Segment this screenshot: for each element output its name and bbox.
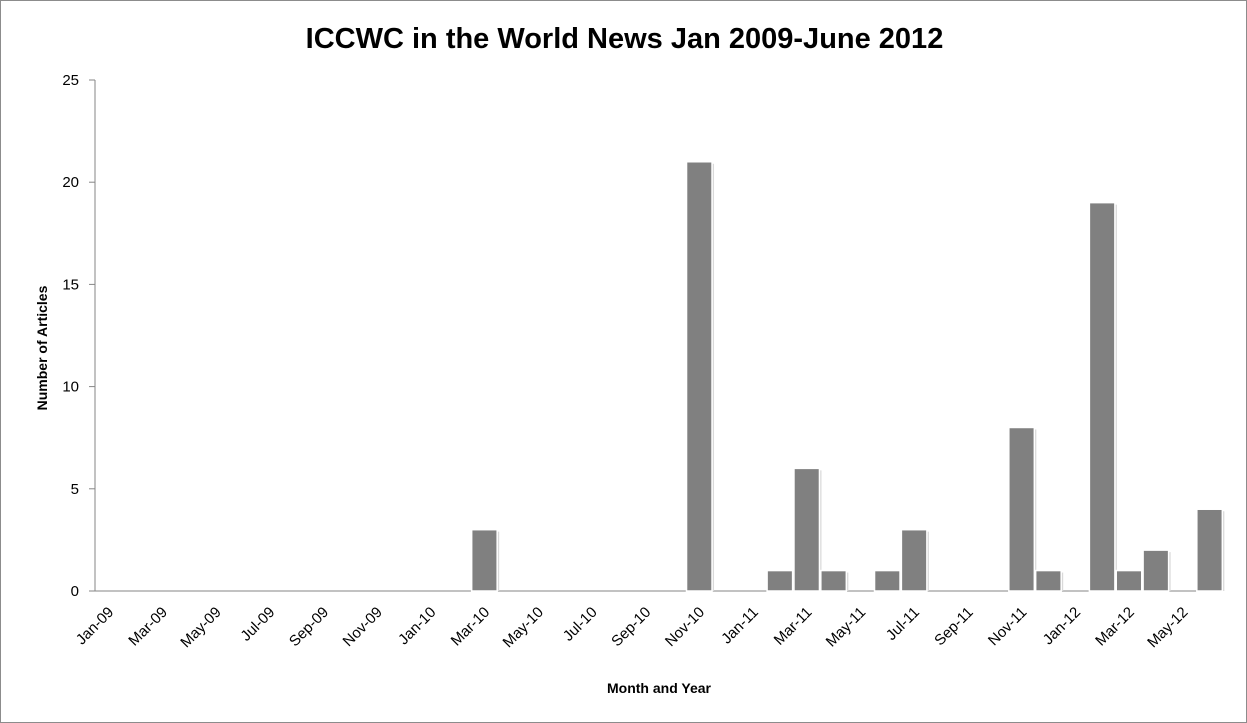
x-tick-label: May-09 (177, 604, 224, 651)
bar-rect (1008, 426, 1036, 592)
x-tick-label: Mar-10 (448, 604, 494, 650)
y-tick-label: 5 (71, 481, 79, 498)
bar-rect (1088, 201, 1116, 592)
x-tick-label: Mar-12 (1092, 604, 1138, 650)
bar-rect (793, 467, 821, 592)
x-tick-label: Sep-10 (608, 604, 654, 650)
bar (470, 528, 500, 592)
x-tick-label: Sep-09 (286, 604, 332, 650)
bar-rect (1196, 508, 1224, 592)
x-tick-label: May-10 (500, 604, 547, 651)
chart-title: ICCWC in the World News Jan 2009-June 20… (305, 23, 944, 55)
bar (766, 569, 795, 592)
x-axis-ticks: Jan-09 Mar-09 May-09 Jul-09 Sep-09 Nov-09 Jan-… (73, 604, 1192, 651)
bars (470, 161, 1225, 592)
x-tick-label: Jan-12 (1040, 604, 1084, 648)
x-tick-label: Jul-11 (883, 604, 923, 644)
bar-rect (470, 528, 498, 592)
x-axis-label: Month and Year (607, 680, 712, 696)
x-tick-label: Jan-11 (718, 604, 762, 648)
bar (685, 161, 715, 592)
x-tick-label: May-12 (1144, 604, 1191, 651)
y-tick-label: 20 (62, 174, 79, 191)
x-tick-label: Jan-09 (73, 604, 117, 648)
x-tick-label: Mar-09 (125, 604, 171, 650)
x-tick-label: Jul-09 (237, 604, 278, 645)
x-tick-label: Jan-10 (395, 604, 439, 648)
y-tick-label: 25 (62, 72, 79, 89)
bar (1088, 201, 1117, 592)
bar-rect (820, 569, 848, 592)
bar (820, 569, 849, 592)
bar-rect (1034, 569, 1062, 592)
bar (1115, 569, 1144, 592)
bar-rect (873, 569, 901, 592)
y-axis-label: Number of Articles (34, 285, 50, 410)
x-tick-label: Nov-09 (340, 604, 386, 650)
bar (793, 467, 822, 592)
bar (1142, 549, 1171, 592)
y-tick-label: 0 (71, 583, 79, 600)
y-tick-label: 10 (62, 379, 79, 396)
x-tick-label: Jul-10 (560, 604, 601, 645)
bar-rect (1115, 569, 1143, 592)
x-tick-label: Nov-11 (985, 604, 1030, 649)
bar (1196, 508, 1225, 592)
y-axis-ticks: 0 5 10 15 20 25 (62, 72, 95, 600)
bar (900, 528, 929, 592)
bar-rect (766, 569, 794, 592)
x-tick-label: May-11 (823, 604, 870, 651)
bar-rect (685, 161, 713, 592)
bar (1008, 426, 1037, 592)
bar-rect (1142, 549, 1170, 592)
bar-rect (900, 528, 928, 592)
axes (94, 80, 1223, 592)
x-tick-label: Mar-11 (771, 604, 816, 649)
bar (1034, 569, 1064, 592)
y-tick-label: 15 (62, 276, 79, 293)
x-tick-label: Sep-11 (931, 604, 976, 649)
x-tick-label: Nov-10 (662, 604, 708, 650)
bar (873, 569, 903, 592)
